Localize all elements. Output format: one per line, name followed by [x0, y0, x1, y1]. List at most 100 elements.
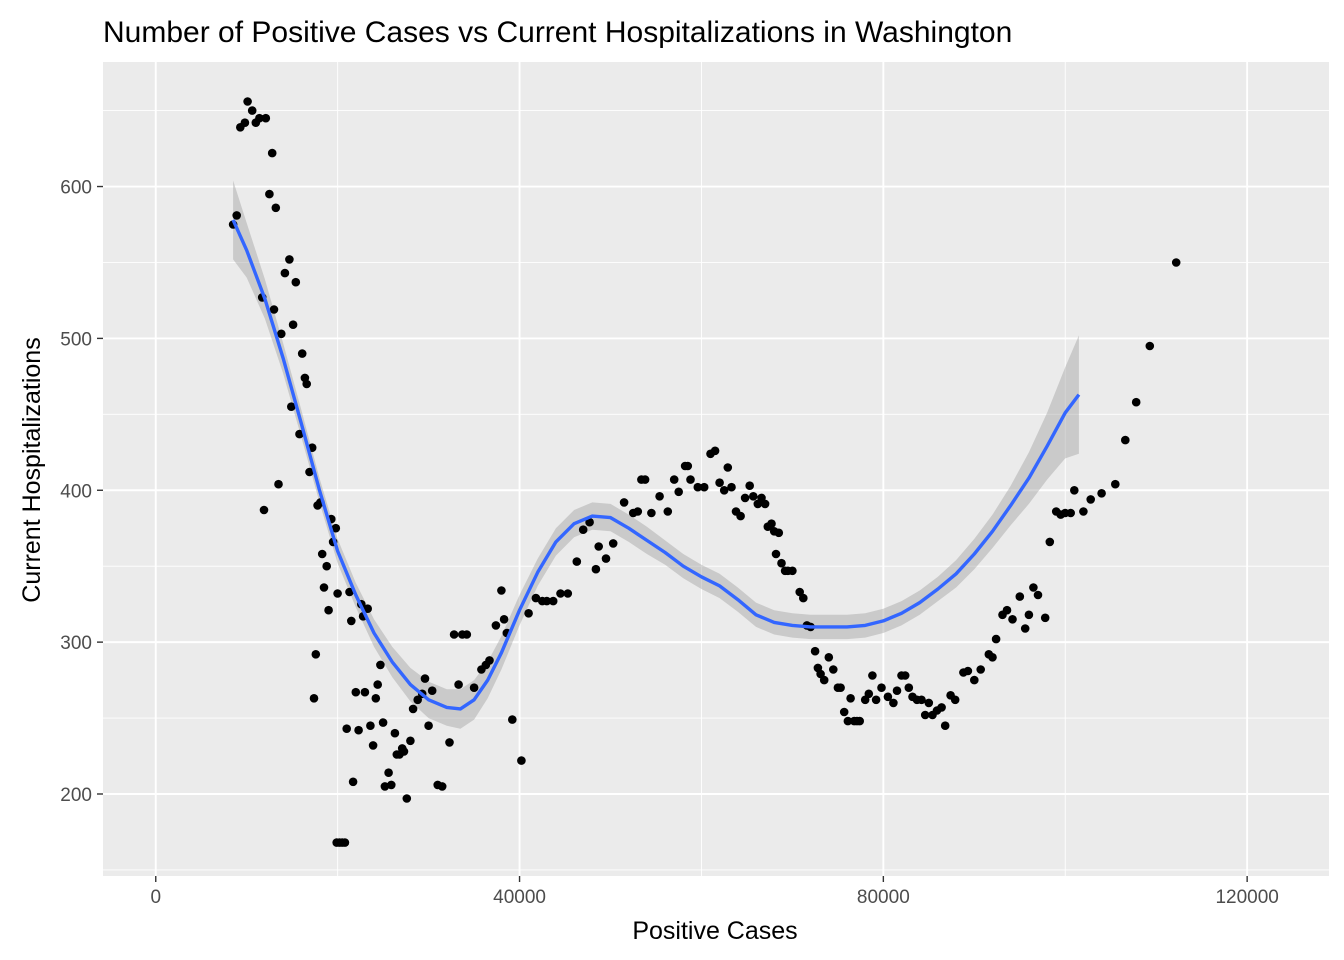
data-point — [269, 305, 279, 314]
data-point — [883, 692, 893, 702]
data-point — [749, 492, 758, 501]
data-point — [449, 630, 459, 639]
data-point — [1086, 495, 1095, 504]
data-point — [454, 680, 463, 689]
data-point — [719, 486, 729, 495]
data-point — [710, 446, 720, 456]
x-tick-label: 120000 — [1215, 887, 1278, 908]
data-point — [322, 561, 332, 571]
data-point — [424, 721, 433, 730]
data-point — [988, 653, 997, 662]
data-point — [373, 680, 383, 689]
y-tick-label: 200 — [60, 785, 92, 806]
data-point — [485, 656, 494, 665]
data-point — [340, 838, 350, 847]
data-point — [285, 255, 294, 264]
data-point — [232, 211, 241, 220]
data-point — [585, 517, 594, 527]
data-point — [319, 583, 329, 592]
data-point — [342, 724, 352, 733]
data-point — [402, 794, 412, 803]
data-point — [1111, 479, 1120, 489]
data-point — [1024, 610, 1034, 620]
chart-title: Number of Positive Cases vs Current Hosp… — [103, 16, 1012, 49]
plot-panel — [103, 62, 1329, 876]
data-point — [368, 741, 378, 750]
data-point — [683, 461, 693, 471]
data-point — [843, 716, 853, 726]
x-tick-label: 80000 — [857, 887, 910, 908]
data-point — [1020, 624, 1030, 633]
data-point — [829, 665, 838, 674]
data-point — [354, 725, 363, 735]
data-point — [556, 589, 565, 598]
y-axis-ticks: 200 300 400 500 600 — [60, 178, 103, 806]
data-point — [1131, 397, 1141, 407]
data-point — [406, 736, 415, 746]
data-point — [836, 683, 845, 692]
data-point — [788, 566, 797, 576]
data-point — [760, 499, 770, 509]
data-point — [1171, 258, 1181, 267]
data-point — [736, 511, 745, 521]
data-point — [287, 402, 296, 412]
data-point — [669, 475, 679, 484]
data-point — [727, 482, 736, 492]
data-point — [1002, 605, 1012, 615]
data-point — [243, 97, 252, 106]
data-point — [871, 695, 881, 705]
data-point — [462, 630, 472, 639]
data-point — [976, 665, 985, 674]
x-axis-ticks: 0 40000 80000 120000 — [150, 876, 1279, 908]
data-point — [824, 653, 834, 662]
data-point — [877, 683, 886, 692]
data-point — [347, 616, 356, 626]
data-point — [578, 525, 588, 534]
data-point — [378, 718, 388, 727]
data-point — [311, 650, 321, 659]
data-point — [740, 493, 750, 503]
data-point — [963, 666, 973, 676]
data-point — [288, 320, 298, 330]
data-point — [280, 268, 290, 278]
data-point — [363, 604, 373, 613]
data-point — [601, 554, 611, 563]
data-point — [640, 475, 650, 484]
data-point — [420, 674, 430, 683]
data-point — [991, 634, 1001, 644]
data-point — [839, 707, 849, 717]
data-point — [777, 558, 786, 568]
data-point — [259, 505, 269, 515]
data-point — [390, 728, 400, 738]
data-point — [271, 203, 281, 213]
data-point — [408, 704, 418, 714]
data-point — [904, 683, 914, 692]
data-point — [647, 508, 656, 518]
data-point — [633, 507, 643, 516]
data-point — [937, 703, 946, 712]
data-point — [267, 148, 277, 158]
data-point — [427, 686, 437, 695]
x-tick-label: 0 — [150, 887, 161, 908]
data-point — [366, 721, 375, 730]
grid-major — [103, 62, 1329, 876]
data-point — [655, 492, 664, 501]
data-point — [295, 429, 304, 439]
y-tick-label: 300 — [60, 633, 92, 654]
data-point — [924, 698, 934, 708]
data-point — [594, 542, 603, 551]
data-point — [348, 777, 358, 787]
data-point — [917, 695, 926, 705]
data-point — [324, 605, 333, 615]
data-point — [663, 507, 673, 516]
data-point — [291, 277, 301, 287]
data-point — [1066, 508, 1075, 518]
data-point — [591, 564, 601, 574]
data-point — [413, 695, 423, 705]
data-point — [277, 329, 286, 339]
y-tick-label: 500 — [60, 329, 92, 350]
data-point — [1145, 341, 1155, 351]
data-point — [1033, 590, 1043, 600]
data-point — [333, 589, 342, 598]
